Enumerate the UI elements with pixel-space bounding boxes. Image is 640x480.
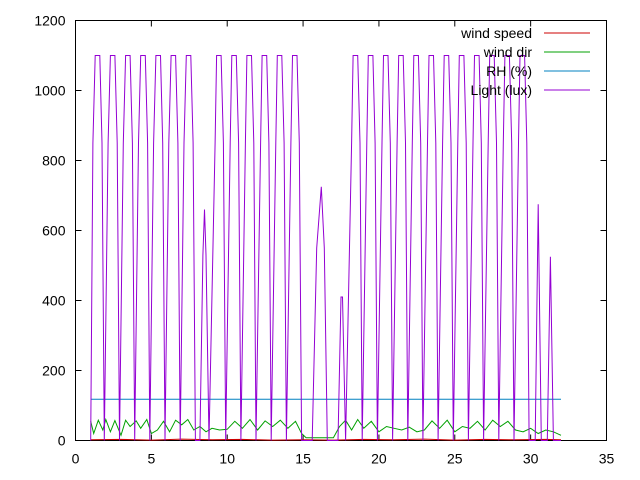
- y-tick-label: 600: [42, 223, 66, 239]
- series-line-wind-speed: [90, 438, 562, 441]
- x-tick-label: 35: [599, 451, 615, 467]
- legend: wind speed wind dir RH (%) Light (lux): [460, 25, 590, 98]
- y-tick-label: 800: [42, 153, 66, 169]
- y-tick-label: 1200: [34, 13, 65, 29]
- y-tick-label: 0: [58, 433, 66, 449]
- x-tick-label: 25: [447, 451, 463, 467]
- x-tick-label: 15: [295, 451, 311, 467]
- series-line-wind-dir: [90, 417, 562, 439]
- y-tick-label: 200: [42, 363, 66, 379]
- legend-label: RH (%): [486, 63, 532, 79]
- legend-label: wind speed: [460, 25, 532, 41]
- x-tick-label: 30: [523, 451, 539, 467]
- x-tick-label: 20: [371, 451, 387, 467]
- x-tick-label: 10: [219, 451, 235, 467]
- y-tick-label: 1000: [34, 83, 65, 99]
- x-tick-label: 0: [72, 451, 80, 467]
- series-layer: [90, 55, 562, 441]
- legend-label: wind dir: [483, 44, 533, 60]
- x-axis-ticks: 0 5 10 15 20 25 30 35: [72, 20, 615, 467]
- y-tick-label: 400: [42, 293, 66, 309]
- x-tick-label: 5: [147, 451, 155, 467]
- series-line-light-lux: [90, 55, 561, 441]
- y-axis-ticks: 0 200 400 600 800 1000 1200: [34, 13, 607, 449]
- legend-label: Light (lux): [471, 82, 532, 98]
